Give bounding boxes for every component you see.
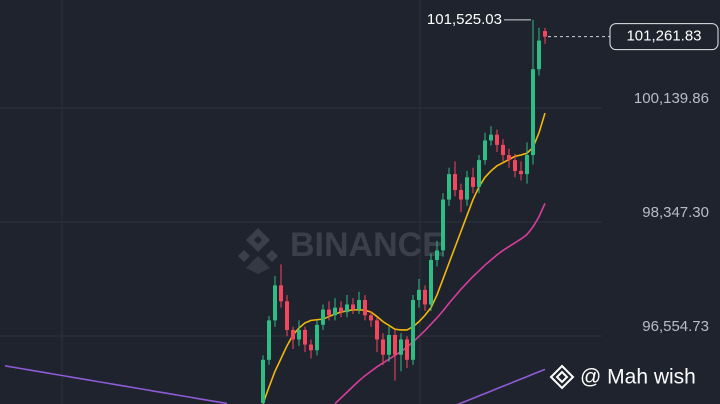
candle-body [417,289,421,301]
last-price-label: 101,261.83 [626,28,701,45]
candle-body [483,140,487,161]
y-tick-label: 98,347.30 [642,204,709,221]
candle-body [489,134,493,141]
candle-body [495,134,499,145]
ma-line [262,112,546,404]
last-price-box [609,23,719,51]
candle-body [267,320,271,360]
candle-body [279,285,283,302]
candle-body [393,335,397,355]
candle-body [531,69,535,156]
candle-body [333,307,337,316]
candle-body [477,160,481,187]
watermark: BINANCE [290,226,445,264]
ma-line [4,365,546,404]
candle-body [285,301,289,330]
candle-body [543,31,547,37]
candle-body [507,155,511,161]
candle-body [309,344,313,351]
candle-body [261,359,265,404]
candle-body [525,155,529,175]
candle-body [345,304,349,313]
candle-body [447,174,451,200]
credit: @ Mah wish [580,366,696,389]
y-tick-label: 96,554.73 [642,318,709,335]
candle-body [435,250,439,260]
candle-body [465,177,469,200]
credit-logo [549,364,575,390]
candle-body [405,339,409,360]
candle-body [459,190,463,200]
candle-body [315,324,319,351]
candle-body [303,329,307,345]
candle-body [387,335,391,355]
candle-body [423,289,427,305]
candle-body [339,307,343,313]
candle-body [513,160,517,171]
candle-body [381,339,385,355]
y-tick-label: 100,139.86 [634,90,709,107]
candle-body [363,300,367,316]
candle-body [273,285,277,321]
candle-body [537,40,541,70]
candle-body [501,144,505,156]
candle-body [453,174,457,191]
candle-body [369,315,373,321]
candle-body [291,329,295,340]
high-marker-label: 101,525.03 [427,11,502,28]
candle-body [399,339,403,355]
candle-body [519,170,523,175]
candle-body [327,309,331,316]
watermark-logo [238,228,278,274]
candle-body [357,300,361,310]
candle-body [471,177,475,187]
candle-body [351,304,355,310]
candle-body [297,329,301,340]
candle-body [321,309,325,325]
candle-body [441,199,445,251]
candle-body [375,320,379,340]
candle-body [429,259,433,305]
candle-body [411,300,415,360]
ma-line [334,203,546,404]
